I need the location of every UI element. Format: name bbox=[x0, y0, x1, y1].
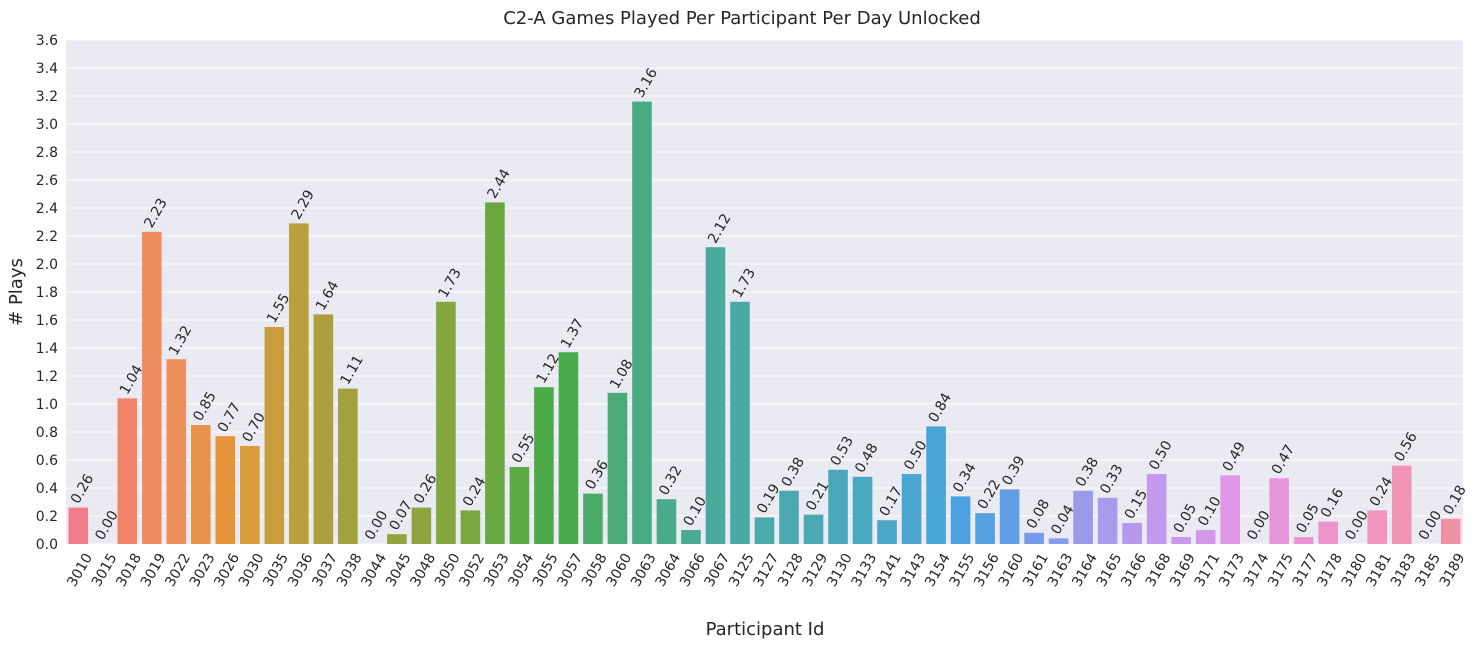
y-tick-label: 0.8 bbox=[36, 425, 58, 441]
bar-3128 bbox=[779, 490, 799, 544]
y-tick-label: 3.4 bbox=[36, 61, 58, 77]
bar-3060 bbox=[607, 392, 628, 544]
bar-3165 bbox=[1097, 497, 1118, 544]
bar-3038 bbox=[338, 388, 358, 544]
bar-3035 bbox=[264, 327, 285, 544]
bar-3154 bbox=[926, 426, 946, 544]
bar-3130 bbox=[828, 469, 848, 544]
bar-3181 bbox=[1367, 510, 1388, 544]
bar-3050 bbox=[436, 301, 456, 544]
bar-3178 bbox=[1318, 521, 1339, 544]
y-tick-label: 1.2 bbox=[36, 369, 58, 385]
y-tick-label: 2.8 bbox=[36, 145, 58, 161]
bar-3063 bbox=[632, 101, 652, 544]
bar-3164 bbox=[1073, 490, 1093, 544]
bar-3048 bbox=[411, 507, 432, 544]
bars bbox=[68, 101, 1461, 545]
y-tick-label: 0.0 bbox=[36, 537, 58, 553]
bar-3030 bbox=[240, 446, 260, 544]
bar-3064 bbox=[656, 499, 677, 544]
bar-3036 bbox=[289, 223, 309, 544]
x-axis: 3010301530183019302230233026303030353036… bbox=[64, 551, 1468, 590]
bar-3018 bbox=[117, 398, 138, 544]
bar-3057 bbox=[558, 352, 579, 544]
bar-3160 bbox=[999, 489, 1020, 544]
bar-3127 bbox=[754, 517, 775, 544]
bar-3171 bbox=[1195, 530, 1216, 544]
y-tick-label: 1.6 bbox=[36, 313, 58, 329]
x-tick-label: 3189 bbox=[1437, 551, 1469, 590]
bar-3169 bbox=[1171, 537, 1191, 544]
bar-3183 bbox=[1391, 465, 1412, 544]
bar-3175 bbox=[1269, 478, 1289, 544]
bar-3055 bbox=[534, 387, 554, 544]
bar-3156 bbox=[975, 513, 995, 544]
bar-3177 bbox=[1293, 537, 1314, 544]
bar-3133 bbox=[852, 476, 873, 544]
y-tick-label: 1.0 bbox=[36, 397, 58, 413]
y-axis: 0.0 0.2 0.4 0.6 0.8 1.0 1.2 1.4 1.6 1.8 2.0 2.2 2.4 2… bbox=[36, 33, 58, 553]
bar-3058 bbox=[583, 493, 603, 544]
y-tick-label: 2.4 bbox=[36, 201, 58, 217]
y-tick-label: 2.0 bbox=[36, 257, 58, 273]
bar-3053 bbox=[485, 202, 505, 544]
y-axis-title: # Plays bbox=[6, 258, 27, 326]
bar-3168 bbox=[1146, 474, 1167, 544]
bar-3052 bbox=[460, 510, 481, 544]
bar-3067 bbox=[705, 247, 726, 544]
bar-3010 bbox=[68, 507, 89, 544]
bar-3125 bbox=[730, 301, 750, 544]
y-tick-label: 0.2 bbox=[36, 509, 58, 525]
bar-3066 bbox=[681, 530, 701, 544]
bar-3155 bbox=[950, 496, 971, 544]
x-axis-title: Participant Id bbox=[706, 619, 825, 640]
bar-3189 bbox=[1440, 518, 1461, 544]
bar-3141 bbox=[877, 520, 897, 544]
bar-3129 bbox=[803, 514, 824, 544]
y-tick-label: 2.2 bbox=[36, 229, 58, 245]
y-tick-label: 3.2 bbox=[36, 89, 58, 105]
y-tick-label: 2.6 bbox=[36, 173, 58, 189]
bar-3037 bbox=[313, 314, 334, 544]
bar-3054 bbox=[509, 467, 530, 544]
y-tick-label: 1.8 bbox=[36, 285, 58, 301]
bar-3022 bbox=[166, 359, 187, 544]
bar-3023 bbox=[190, 425, 211, 544]
y-tick-label: 3.6 bbox=[36, 33, 58, 49]
y-tick-label: 0.4 bbox=[36, 481, 58, 497]
y-tick-label: 1.4 bbox=[36, 341, 58, 357]
chart-title: C2-A Games Played Per Participant Per Da… bbox=[503, 8, 981, 29]
bar-3019 bbox=[141, 231, 162, 545]
bar-3143 bbox=[901, 474, 922, 544]
bar-3026 bbox=[215, 436, 236, 544]
y-tick-label: 0.6 bbox=[36, 453, 58, 469]
bar-3173 bbox=[1220, 475, 1240, 544]
y-tick-label: 3.0 bbox=[36, 117, 58, 133]
bar-3166 bbox=[1122, 523, 1142, 544]
bar-3045 bbox=[387, 534, 407, 544]
bar-3161 bbox=[1024, 532, 1044, 544]
bar-3163 bbox=[1048, 538, 1069, 544]
